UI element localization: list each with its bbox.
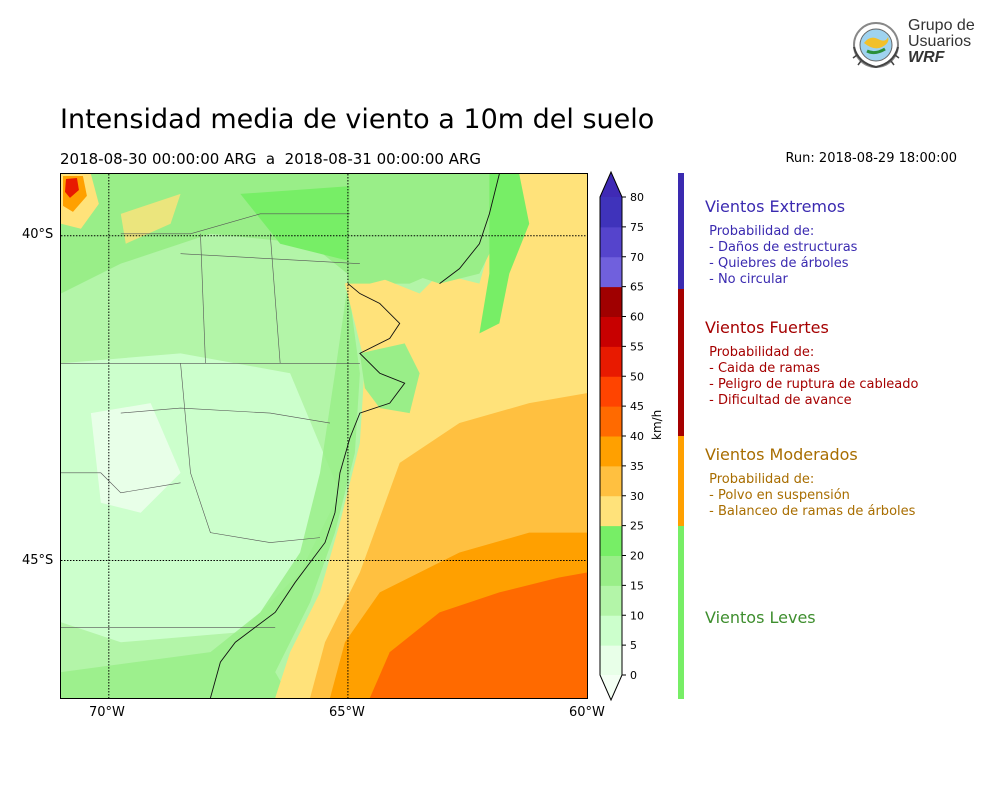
andes-yellow-streak — [120, 193, 181, 244]
lon-tick-label: 60°W — [569, 705, 605, 720]
wind-speed-map — [60, 173, 588, 699]
colorbar-tick-label: 70 — [630, 251, 644, 264]
colorbar-tick-label: 75 — [630, 221, 644, 234]
lon-tick-label: 70°W — [89, 705, 125, 720]
colorbar-segment — [600, 226, 622, 258]
colorbar-segment — [600, 286, 622, 317]
colorbar-segment — [600, 525, 622, 556]
colorbar-tick-label: 60 — [630, 311, 644, 324]
legend-category-bar — [678, 289, 684, 436]
logo-line-2: Usuarios — [908, 33, 972, 50]
legend-category-title: Vientos Leves — [705, 608, 816, 627]
colorbar-tick-label: 30 — [630, 490, 644, 503]
logo-wordmark: Grupo de Usuarios WRF — [908, 18, 975, 66]
graticule — [61, 174, 587, 698]
uruguay-land — [479, 174, 530, 334]
buenos-aires-coast-land — [347, 174, 500, 284]
lat-tick-label: 40°S — [22, 227, 54, 242]
colorbar-unit-label: km/h — [650, 409, 664, 440]
legend-category-title: Vientos Fuertes — [705, 318, 829, 337]
colorbar-tick-label: 0 — [630, 669, 637, 682]
coastal-green-zone — [61, 283, 360, 698]
legend-category-description: Probabilidad de: - Caida de ramas - Peli… — [709, 345, 919, 408]
coastline — [209, 283, 406, 698]
colorbar-tick-label: 25 — [630, 520, 644, 533]
colorbar-segment — [600, 585, 622, 616]
legend-category-description: Probabilidad de: - Daños de estructuras … — [709, 224, 858, 287]
colorbar-segment — [600, 376, 622, 407]
colorbar-tick-label: 50 — [630, 370, 644, 383]
colorbar-segment — [600, 406, 622, 437]
colorbar-segment — [600, 346, 622, 377]
colorbar-extend-min-arrow — [600, 675, 622, 700]
colorbar-tick-label: 55 — [630, 340, 644, 353]
colorbar-tick-label: 65 — [630, 281, 644, 294]
colorbar-tick-label: 15 — [630, 579, 644, 592]
forecast-period: 2018-08-30 00:00:00 ARG a 2018-08-31 00:… — [60, 150, 482, 168]
legend-category-title: Vientos Moderados — [705, 445, 858, 464]
legend-category-description: Probabilidad de: - Polvo en suspensión -… — [709, 472, 916, 519]
lat-tick-label: 45°S — [22, 553, 54, 568]
colorbar-tick-label: 35 — [630, 460, 644, 473]
page-title: Intensidad media de viento a 10m del sue… — [60, 104, 655, 135]
colorbar-segment — [600, 256, 622, 288]
colorbar-tick-label: 20 — [630, 550, 644, 563]
colorbar-tick-label: 45 — [630, 400, 644, 413]
lon-tick-label: 65°W — [329, 705, 365, 720]
colorbar-tick-label: 40 — [630, 430, 644, 443]
legend-category-bar — [678, 526, 684, 699]
colorbar-segment — [600, 436, 622, 467]
logo-line-1: Grupo de — [908, 17, 975, 34]
colorbar-segment — [600, 197, 622, 228]
ocean-deep-orange-zone — [369, 572, 587, 698]
run-timestamp: Run: 2018-08-29 18:00:00 — [785, 151, 957, 166]
colorbar-tick-label: 10 — [630, 609, 644, 622]
andes-red-spot — [64, 177, 79, 198]
rio-de-la-plata-coast — [439, 174, 500, 284]
legend-category-bar — [678, 436, 684, 526]
colorbar-tick-label: 5 — [630, 639, 637, 652]
colorbar-segment — [600, 555, 622, 586]
colorbar-segment — [600, 615, 622, 646]
colorbar-segment — [600, 465, 622, 497]
legend-category-bar — [678, 173, 684, 289]
logo-line-3: WRF — [908, 49, 945, 66]
colorbar-tick-label: 80 — [630, 191, 644, 204]
colorbar-segment — [600, 316, 622, 347]
wrf-logo-emblem — [852, 22, 900, 69]
colorbar-segment — [600, 645, 622, 676]
colorbar-extend-max-arrow — [600, 172, 622, 197]
province-boundaries — [61, 213, 360, 628]
legend-category-title: Vientos Extremos — [705, 197, 846, 216]
wind-speed-colorbar: 0 5 10 15 20 25 30 35 40 45 50 55 60 65 70 75 80 — [599, 170, 644, 702]
colorbar-segment — [600, 495, 622, 527]
valdes-peninsula — [359, 343, 420, 414]
